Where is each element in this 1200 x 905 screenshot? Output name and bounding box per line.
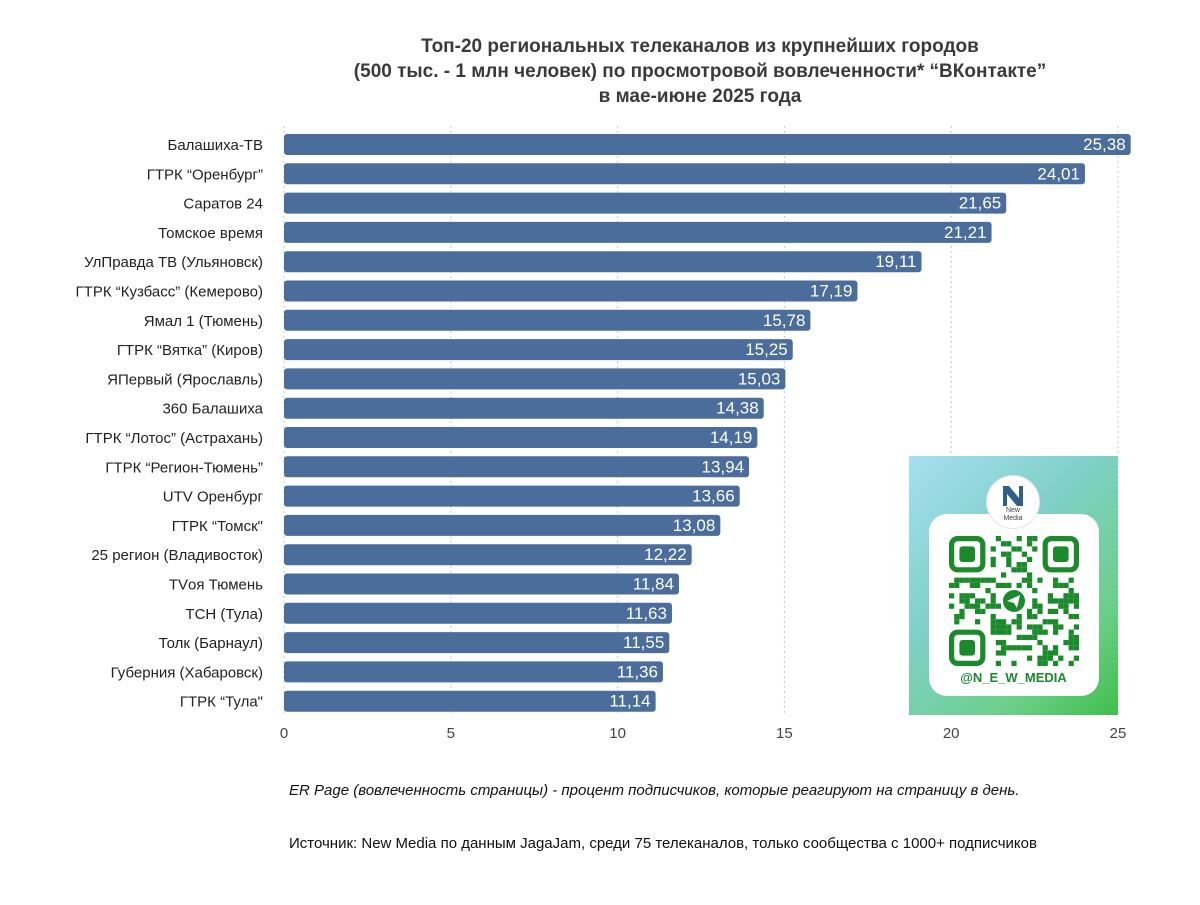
category-label: ГТРК “Регион-Тюмень” xyxy=(105,459,263,476)
bar xyxy=(284,192,1007,214)
category-label: TVоя Тюмень xyxy=(169,577,263,594)
bar xyxy=(284,602,672,624)
bar xyxy=(284,544,692,566)
bar xyxy=(284,485,740,507)
bar-value-label: 11,63 xyxy=(626,604,667,623)
category-label: ЯПервый (Ярославль) xyxy=(107,371,263,388)
title-line-3: в мае-июне 2025 года xyxy=(598,86,802,107)
bar-value-label: 11,36 xyxy=(617,662,658,681)
bar xyxy=(284,456,750,478)
category-label: ГТРК “Лотос” (Астрахань) xyxy=(85,430,263,447)
bar-value-label: 15,03 xyxy=(738,369,781,388)
bar-value-label: 13,08 xyxy=(673,516,716,535)
bar-value-label: 15,25 xyxy=(745,340,788,359)
bar-value-label: 17,19 xyxy=(810,282,853,301)
new-media-logo: New Media xyxy=(987,476,1039,528)
qr-promo-panel[interactable]: New Media @N_E_W_MEDIA xyxy=(909,456,1118,715)
qr-card[interactable] xyxy=(929,514,1099,696)
definition-note: ER Page (вовлеченность страницы) - проце… xyxy=(289,782,1020,799)
bar-value-label: 21,21 xyxy=(944,223,987,242)
category-label: Саратов 24 xyxy=(183,196,263,213)
bar-value-label: 11,55 xyxy=(623,633,664,652)
bar xyxy=(284,221,992,243)
n-logo-icon xyxy=(1003,486,1023,506)
category-label: ГТРК “Кузбасс” (Кемерово) xyxy=(76,284,263,301)
bar-value-label: 21,65 xyxy=(959,194,1002,213)
bar xyxy=(284,661,663,683)
x-tick-label: 15 xyxy=(776,725,793,742)
bar-value-label: 13,94 xyxy=(701,457,744,476)
category-label: Толк (Барнаул) xyxy=(159,635,263,652)
category-label: Губерния (Хабаровск) xyxy=(111,664,263,681)
bar-value-label: 14,38 xyxy=(716,399,759,418)
bar xyxy=(284,134,1131,155)
x-tick-label: 25 xyxy=(1110,725,1127,742)
category-label: УлПравда ТВ (Ульяновск) xyxy=(84,254,263,271)
telegram-handle[interactable]: @N_E_W_MEDIA xyxy=(960,670,1067,685)
category-label: Балашиха-ТВ xyxy=(167,137,263,154)
x-tick-label: 0 xyxy=(280,725,288,742)
category-labels: Балашиха-ТВ ГТРК “Оренбург” Саратов 24 Томс… xyxy=(76,137,264,711)
logo-text: New Media xyxy=(1003,507,1023,522)
category-label: Ямал 1 (Тюмень) xyxy=(144,313,263,330)
x-tick-label: 20 xyxy=(943,725,960,742)
title-line-1: Топ-20 региональных телеканалов из крупн… xyxy=(421,36,979,57)
bar-value-label: 19,11 xyxy=(875,252,916,271)
bar-value-label: 13,66 xyxy=(692,487,735,506)
bar-value-label: 25,38 xyxy=(1083,135,1126,154)
category-label: Томское время xyxy=(158,225,263,242)
chart-title: Топ-20 региональных телеканалов из крупн… xyxy=(300,34,1100,109)
bar xyxy=(284,573,679,595)
bar xyxy=(284,632,670,654)
x-tick-label: 5 xyxy=(447,725,455,742)
bar xyxy=(284,514,721,536)
category-label: 25 регион (Владивосток) xyxy=(91,547,263,564)
bar-value-label: 14,19 xyxy=(710,428,753,447)
title-line-2: (500 тыс. - 1 млн человек) по просмотров… xyxy=(353,61,1047,82)
bar xyxy=(284,280,858,302)
bar xyxy=(284,427,758,448)
category-label: ГТРК “Вятка” (Киров) xyxy=(117,342,263,359)
category-label: ГТРК “Оренбург” xyxy=(147,166,263,183)
bar-value-label: 15,78 xyxy=(763,311,806,330)
qr-code-icon[interactable] xyxy=(949,536,1079,666)
bar xyxy=(284,397,764,419)
x-tick-label: 10 xyxy=(609,725,626,742)
bar xyxy=(284,368,786,390)
category-label: ГТРК “Тула" xyxy=(180,694,263,711)
bar xyxy=(284,339,793,361)
bar-value-label: 12,22 xyxy=(644,545,687,564)
bar-value-label: 11,84 xyxy=(633,575,674,594)
source-note: Источник: New Media по данным JagaJam, с… xyxy=(289,835,1037,852)
category-label: ГТРК “Томск" xyxy=(172,518,263,535)
category-label: ТСН (Тула) xyxy=(185,606,263,623)
bar-value-label: 11,14 xyxy=(609,692,650,711)
bar xyxy=(284,163,1085,185)
x-axis-ticks: 0 5 10 15 20 25 xyxy=(280,725,1127,742)
category-label: 360 Балашиха xyxy=(162,401,263,418)
bar-value-label: 24,01 xyxy=(1037,164,1080,183)
category-label: UTV Оренбург xyxy=(163,489,264,506)
bar xyxy=(284,251,922,273)
bar xyxy=(284,690,656,712)
bar xyxy=(284,309,811,331)
